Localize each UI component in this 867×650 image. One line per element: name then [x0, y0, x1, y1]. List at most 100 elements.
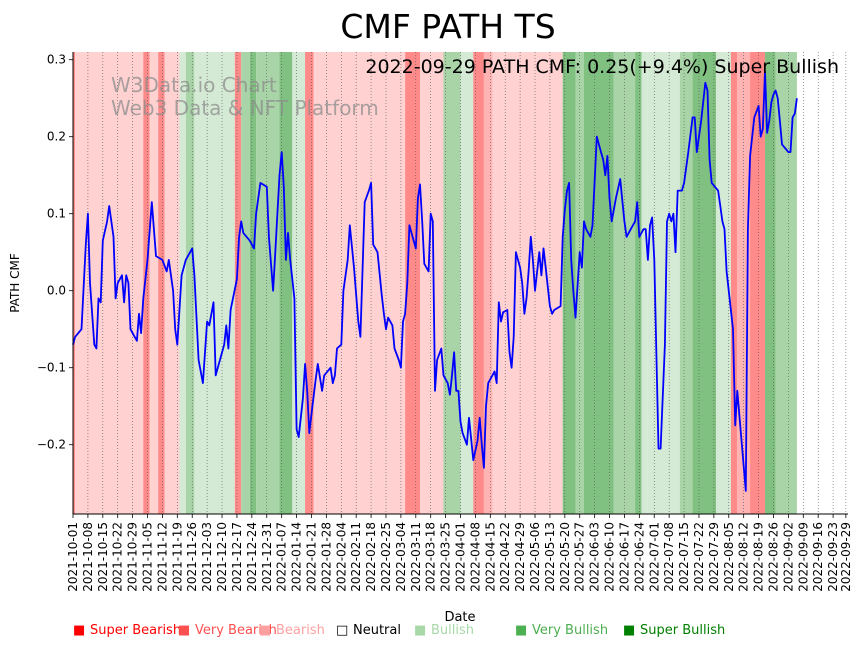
- x-tick-label: 2022-03-04: [394, 522, 408, 592]
- regime-band: [492, 52, 504, 514]
- x-tick-label: 2022-05-20: [558, 522, 572, 592]
- regime-band: [692, 52, 716, 514]
- y-tick-label: −0.1: [37, 361, 66, 375]
- legend-item: ■ Bullish: [414, 623, 474, 638]
- x-tick-label: 2022-09-23: [826, 522, 840, 592]
- x-tick-label: 2022-06-03: [588, 522, 602, 592]
- regime-band: [647, 52, 680, 514]
- x-ticks: 2021-10-01 2021-10-08 2021-10-15 2021-10-22…: [66, 514, 853, 592]
- x-tick-label: 2021-10-22: [111, 522, 125, 592]
- legend-marker: ■: [623, 623, 635, 638]
- legend-label: Very Bullish: [532, 623, 608, 638]
- x-tick-label: 2022-04-15: [483, 522, 497, 592]
- x-tick-label: 2022-07-29: [707, 522, 721, 592]
- regime-band: [143, 52, 150, 514]
- legend-item: □ Neutral: [336, 623, 401, 638]
- x-tick-label: 2021-11-05: [141, 522, 155, 592]
- regime-band: [292, 52, 306, 514]
- regime-band: [583, 52, 614, 514]
- x-tick-label: 2022-01-07: [275, 522, 289, 592]
- legend-label: Super Bearish: [90, 623, 181, 638]
- regime-band: [541, 52, 563, 514]
- legend-marker: □: [336, 623, 348, 638]
- x-tick-label: 2021-11-26: [185, 522, 199, 592]
- regime-band: [75, 52, 91, 514]
- regime-band: [764, 52, 776, 514]
- x-tick-label: 2022-08-05: [722, 522, 736, 592]
- x-tick-label: 2022-02-18: [364, 522, 378, 592]
- x-tick-label: 2021-10-01: [66, 522, 80, 592]
- regime-band: [249, 52, 257, 514]
- y-ticks: −0.2 −0.1 0.0 0.1 0.2 0.3: [37, 53, 73, 452]
- x-tick-label: 2022-05-27: [573, 522, 587, 592]
- x-tick-label: 2022-07-01: [647, 522, 661, 592]
- regime-band: [443, 52, 461, 514]
- x-tick-label: 2022-06-17: [617, 522, 631, 592]
- x-tick-label: 2021-12-31: [260, 522, 274, 592]
- x-tick-label: 2022-08-19: [752, 522, 766, 592]
- x-tick-label: 2022-04-01: [454, 522, 468, 592]
- legend-item: ■ Super Bearish: [73, 623, 181, 638]
- legend-label: Very Bearish: [195, 623, 277, 638]
- regime-band: [185, 52, 195, 514]
- x-tick-label: 2022-03-11: [409, 522, 423, 592]
- legend-label: Neutral: [353, 623, 401, 638]
- regime-band: [158, 52, 165, 514]
- legend: ■ Super Bearish■ Very Bearish■ Bearish □ Neut…: [73, 623, 725, 638]
- legend-item: ■ Bearish: [259, 623, 325, 638]
- x-tick-label: 2022-01-21: [304, 522, 318, 592]
- legend-marker: ■: [414, 623, 426, 638]
- regime-band: [234, 52, 242, 514]
- x-tick-label: 2022-04-08: [468, 522, 482, 592]
- x-tick-label: 2022-04-29: [513, 522, 527, 592]
- y-tick-label: 0.3: [47, 53, 66, 67]
- regime-band: [775, 52, 797, 514]
- x-tick-label: 2022-08-26: [766, 522, 780, 592]
- y-tick-label: 0.2: [47, 130, 66, 144]
- x-tick-label: 2021-10-15: [96, 522, 110, 592]
- x-tick-label: 2022-02-25: [379, 522, 393, 592]
- x-tick-label: 2022-01-14: [290, 522, 304, 592]
- x-tick-label: 2022-05-13: [543, 522, 557, 592]
- legend-marker: ■: [515, 623, 527, 638]
- chart-title: CMF PATH TS: [340, 7, 555, 46]
- x-tick-label: 2022-03-18: [424, 522, 438, 592]
- y-tick-label: 0.0: [47, 284, 66, 298]
- regime-band: [483, 52, 493, 514]
- x-tick-label: 2021-11-12: [155, 522, 169, 592]
- y-axis-label: PATH CMF: [8, 253, 22, 313]
- x-tick-label: 2021-12-03: [200, 522, 214, 592]
- x-tick-label: 2021-12-10: [215, 522, 229, 592]
- x-tick-label: 2022-06-24: [632, 522, 646, 592]
- x-tick-label: 2022-05-06: [528, 522, 542, 592]
- x-tick-label: 2022-02-11: [349, 522, 363, 592]
- regime-band: [715, 52, 731, 514]
- regime-band: [405, 52, 421, 514]
- regime-band: [241, 52, 250, 514]
- regime-band: [750, 52, 765, 514]
- regime-band: [562, 52, 576, 514]
- x-tick-label: 2022-09-09: [796, 522, 810, 592]
- x-tick-label: 2021-12-17: [230, 522, 244, 592]
- x-tick-label: 2022-09-16: [811, 522, 825, 592]
- regime-band: [420, 52, 444, 514]
- regime-band: [313, 52, 359, 514]
- regime-band: [473, 52, 484, 514]
- x-tick-label: 2022-01-28: [319, 522, 333, 592]
- regime-band: [460, 52, 474, 514]
- regime-band: [730, 52, 738, 514]
- x-tick-label: 2022-07-15: [677, 522, 691, 592]
- x-tick-label: 2022-02-04: [334, 522, 348, 592]
- regime-band: [90, 52, 144, 514]
- x-tick-label: 2021-11-19: [170, 522, 184, 592]
- watermark-line-1: W3Data.io Chart: [111, 73, 277, 97]
- x-tick-label: 2022-07-22: [692, 522, 706, 592]
- regime-band: [358, 52, 406, 514]
- regime-band: [305, 52, 314, 514]
- x-axis-label: Date: [444, 610, 475, 625]
- legend-marker: ■: [178, 623, 190, 638]
- x-tick-label: 2022-06-10: [603, 522, 617, 592]
- x-tick-label: 2022-09-29: [839, 522, 853, 592]
- latest-value-annotation: 2022-09-29 PATH CMF: 0.25(+9.4%) Super B…: [365, 56, 839, 78]
